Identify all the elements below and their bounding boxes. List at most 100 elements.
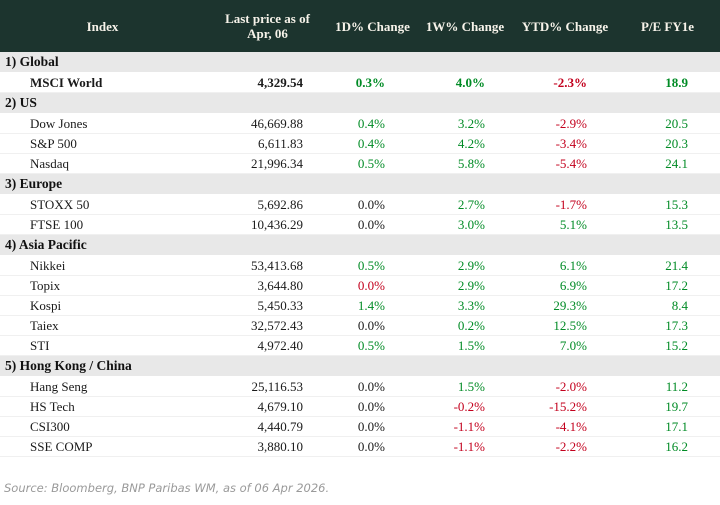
table-row: CSI300 4,440.79 0.0% -1.1% -4.1% 17.1 xyxy=(0,417,720,437)
index-name-cell: Dow Jones xyxy=(30,116,88,131)
change-1d-cell: 0.0% xyxy=(357,379,385,394)
last-price-cell: 32,572.43 xyxy=(251,318,303,333)
pe-fy1e-cell: 13.5 xyxy=(665,217,688,232)
pe-fy1e-cell: 19.7 xyxy=(665,399,688,414)
table-body: 1) Global MSCI World 4,329.54 0.3% 4.0% … xyxy=(0,52,720,457)
last-price-cell: 4,972.40 xyxy=(257,338,304,353)
change-1d-cell: 0.0% xyxy=(357,419,385,434)
table-row: STI 4,972.40 0.5% 1.5% 7.0% 15.2 xyxy=(0,336,720,356)
table-row: FTSE 100 10,436.29 0.0% 3.0% 5.1% 13.5 xyxy=(0,215,720,235)
section-row: 2) US xyxy=(0,93,720,114)
change-1d-cell: 0.4% xyxy=(357,136,385,151)
change-ytd-cell: 6.9% xyxy=(559,278,587,293)
change-1d-cell: 0.0% xyxy=(357,318,385,333)
pe-fy1e-cell: 17.1 xyxy=(665,419,688,434)
change-1w-cell: -0.2% xyxy=(453,399,485,414)
pe-fy1e-cell: 20.5 xyxy=(665,116,688,131)
last-price-cell: 6,611.83 xyxy=(257,136,303,151)
change-ytd-cell: -2.9% xyxy=(555,116,587,131)
index-name-cell: FTSE 100 xyxy=(30,217,84,232)
table-row: Taiex 32,572.43 0.0% 0.2% 12.5% 17.3 xyxy=(0,316,720,336)
change-ytd-cell: 7.0% xyxy=(559,338,587,353)
change-ytd-cell: -3.4% xyxy=(555,136,587,151)
table-row: S&P 500 6,611.83 0.4% 4.2% -3.4% 20.3 xyxy=(0,134,720,154)
section-row: 4) Asia Pacific xyxy=(0,235,720,256)
change-1w-cell: 2.7% xyxy=(457,197,485,212)
change-1d-cell: 0.0% xyxy=(357,439,385,454)
change-ytd-cell: 6.1% xyxy=(559,258,587,273)
change-1w-cell: 2.9% xyxy=(457,278,485,293)
index-name-cell: HS Tech xyxy=(30,399,75,414)
last-price-cell: 21,996.34 xyxy=(251,156,303,171)
pe-fy1e-cell: 8.4 xyxy=(671,298,688,313)
last-price-cell: 5,450.33 xyxy=(257,298,304,313)
change-1w-cell: -1.1% xyxy=(453,419,485,434)
change-1d-cell: 0.0% xyxy=(357,197,385,212)
last-price-cell: 46,669.88 xyxy=(251,116,303,131)
change-1d-cell: 0.0% xyxy=(357,399,385,414)
source-note: Source: Bloomberg, BNP Paribas WM, as of… xyxy=(4,481,330,495)
change-1d-cell: 0.5% xyxy=(357,258,385,273)
index-name-cell: Kospi xyxy=(30,298,62,313)
change-1w-cell: 3.2% xyxy=(457,116,485,131)
last-price-cell: 10,436.29 xyxy=(251,217,303,232)
table-row: Dow Jones 46,669.88 0.4% 3.2% -2.9% 20.5 xyxy=(0,114,720,134)
last-price-cell: 4,679.10 xyxy=(257,399,304,414)
change-1w-cell: 2.9% xyxy=(457,258,485,273)
change-ytd-cell: -2.3% xyxy=(553,75,587,90)
pe-fy1e-cell: 21.4 xyxy=(665,258,688,273)
index-name-cell: SSE COMP xyxy=(30,439,93,454)
index-name-cell: MSCI World xyxy=(30,75,103,90)
column-header-pe-fy1e: P/E FY1e xyxy=(640,18,695,34)
table-row: Nasdaq 21,996.34 0.5% 5.8% -5.4% 24.1 xyxy=(0,154,720,174)
change-1d-cell: 0.3% xyxy=(355,75,385,90)
table-header-row: Index Last price as of Apr, 06 1D% Chang… xyxy=(0,0,720,52)
column-header-1w-change: 1W% Change xyxy=(425,18,505,34)
change-ytd-cell: -1.7% xyxy=(555,197,587,212)
change-ytd-cell: -5.4% xyxy=(555,156,587,171)
pe-fy1e-cell: 20.3 xyxy=(665,136,688,151)
change-1w-cell: 3.0% xyxy=(457,217,485,232)
last-price-cell: 4,329.54 xyxy=(257,75,304,90)
change-1d-cell: 0.0% xyxy=(357,217,385,232)
table-row: HS Tech 4,679.10 0.0% -0.2% -15.2% 19.7 xyxy=(0,397,720,417)
index-name-cell: CSI300 xyxy=(30,419,70,434)
change-1d-cell: 0.5% xyxy=(357,338,385,353)
index-name-cell: Taiex xyxy=(30,318,59,333)
last-price-cell: 25,116.53 xyxy=(251,379,303,394)
section-row: 5) Hong Kong / China xyxy=(0,356,720,377)
change-1d-cell: 0.0% xyxy=(357,278,385,293)
column-header-ytd-change: YTD% Change xyxy=(521,18,609,34)
change-1w-cell: 1.5% xyxy=(457,338,485,353)
index-name-cell: Nikkei xyxy=(30,258,66,273)
index-name-cell: Topix xyxy=(30,278,61,293)
column-header-1d-change: 1D% Change xyxy=(335,18,410,34)
pe-fy1e-cell: 17.3 xyxy=(665,318,688,333)
column-header-index: Index xyxy=(86,18,119,34)
change-1w-cell: 4.2% xyxy=(457,136,485,151)
section-row: 1) Global xyxy=(0,52,720,73)
pe-fy1e-cell: 17.2 xyxy=(665,278,688,293)
change-ytd-cell: -4.1% xyxy=(555,419,587,434)
change-1d-cell: 0.4% xyxy=(357,116,385,131)
table-row: Hang Seng 25,116.53 0.0% 1.5% -2.0% 11.2 xyxy=(0,377,720,397)
index-name-cell: S&P 500 xyxy=(30,136,77,151)
index-name-cell: Nasdaq xyxy=(30,156,69,171)
pe-fy1e-cell: 24.1 xyxy=(665,156,688,171)
table-row: Kospi 5,450.33 1.4% 3.3% 29.3% 8.4 xyxy=(0,296,720,316)
last-price-cell: 5,692.86 xyxy=(257,197,304,212)
change-ytd-cell: 12.5% xyxy=(553,318,587,333)
change-1w-cell: 1.5% xyxy=(457,379,485,394)
column-header-last-price: Last price as of Apr, 06 xyxy=(225,11,310,41)
pe-fy1e-cell: 11.2 xyxy=(665,379,688,394)
pe-fy1e-cell: 18.9 xyxy=(665,75,688,90)
section-row: 3) Europe xyxy=(0,174,720,195)
pe-fy1e-cell: 15.3 xyxy=(665,197,688,212)
table-row: STOXX 50 5,692.86 0.0% 2.7% -1.7% 15.3 xyxy=(0,195,720,215)
index-name-cell: STI xyxy=(30,338,50,353)
section-label: 3) Europe xyxy=(5,176,63,191)
change-1w-cell: 5.8% xyxy=(457,156,485,171)
change-1w-cell: 0.2% xyxy=(457,318,485,333)
change-ytd-cell: 29.3% xyxy=(553,298,587,313)
